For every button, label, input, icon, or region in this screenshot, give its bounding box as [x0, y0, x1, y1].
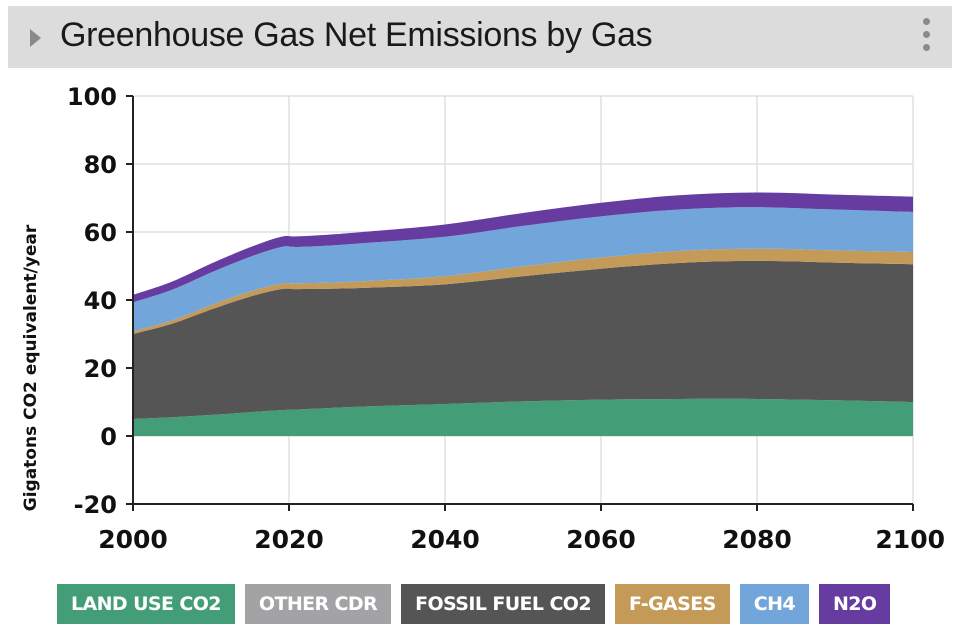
area-n2o [133, 192, 913, 303]
chart-title: Greenhouse Gas Net Emissions by Gas [60, 16, 653, 54]
y-tick-label: 60 [84, 219, 117, 247]
y-axis-label: Gigatons CO2 equivalent/year [21, 224, 41, 511]
legend-item-ch4[interactable]: CH4 [739, 584, 809, 624]
chart-legend: LAND USE CO2 OTHER CDR FOSSIL FUEL CO2 F-GA… [57, 584, 891, 624]
x-tick-label: 2100 [875, 525, 945, 554]
x-tick-label: 2020 [254, 525, 324, 554]
y-tick-label: 80 [84, 151, 117, 179]
chart-areas [133, 192, 913, 436]
area-fossil-fuel-co2 [133, 260, 913, 419]
x-tick-label: 2060 [566, 525, 636, 554]
legend-item-f-gases[interactable]: F-GASES [614, 584, 730, 624]
area-ch4 [133, 207, 913, 332]
x-tick-label: 2040 [410, 525, 480, 554]
x-tick-label: 2000 [98, 525, 168, 554]
area-land-use-co2 [133, 398, 913, 436]
x-tick-label: 2080 [722, 525, 792, 554]
y-tick-label: 40 [84, 287, 117, 315]
y-tick-label: 100 [67, 83, 117, 111]
y-tick-label: -20 [74, 491, 117, 519]
area-f-gases [133, 248, 913, 334]
expand-arrow-icon[interactable] [30, 29, 41, 47]
legend-item-land-use-co2[interactable]: LAND USE CO2 [57, 584, 235, 624]
chart-header: Greenhouse Gas Net Emissions by Gas [8, 6, 952, 68]
legend-item-n2o[interactable]: N2O [818, 584, 891, 624]
y-tick-label: 20 [84, 355, 117, 383]
y-tick-label: 0 [100, 423, 117, 451]
legend-item-other-cdr[interactable]: OTHER CDR [244, 584, 392, 624]
more-options-icon[interactable] [918, 18, 934, 58]
legend-item-fossil-fuel-co2[interactable]: FOSSIL FUEL CO2 [401, 584, 605, 624]
